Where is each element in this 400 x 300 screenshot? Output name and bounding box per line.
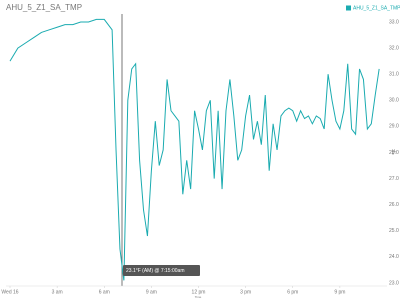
y-tick-label: 28.0 — [389, 150, 399, 156]
y-axis-label: °F — [393, 149, 399, 155]
x-tick-label: 3 pm — [240, 289, 251, 295]
y-tick-label: 29.0 — [389, 124, 399, 130]
x-tick-label: 12 pm — [192, 289, 206, 295]
y-tick-label: 24.0 — [389, 254, 399, 260]
tooltip: 23.1°F (AM) @ 7:15:00am — [123, 265, 200, 276]
y-tick-label: 25.0 — [389, 228, 399, 234]
y-tick-label: 27.0 — [389, 176, 399, 182]
y-tick-label: 26.0 — [389, 202, 399, 208]
x-tick-label: 6 am — [99, 289, 110, 295]
x-tick-label: 3 am — [52, 289, 63, 295]
x-tick-label: Wed 16 — [1, 289, 18, 295]
x-axis-label: Time — [195, 295, 202, 299]
data-line — [9, 18, 380, 281]
y-tick-label: 31.0 — [389, 72, 399, 78]
legend-label: AHU_5_Z1_SA_TMP — [353, 5, 400, 11]
x-tick-label: 9 am — [146, 289, 157, 295]
tooltip-text: 23.1°F (AM) @ 7:15:00am — [126, 268, 185, 274]
y-tick-label: 33.0 — [389, 19, 399, 25]
legend-swatch — [346, 5, 351, 11]
x-tick-label: 9 pm — [334, 289, 345, 295]
y-tick-label: 30.0 — [389, 98, 399, 104]
chart-title: AHU_5_Z1_SA_TMP — [6, 3, 82, 12]
y-tick-label: 32.0 — [389, 45, 399, 51]
x-tick-label: 6 pm — [287, 289, 298, 295]
y-tick-label: 23.0 — [389, 280, 399, 286]
tooltip-box — [123, 265, 200, 276]
